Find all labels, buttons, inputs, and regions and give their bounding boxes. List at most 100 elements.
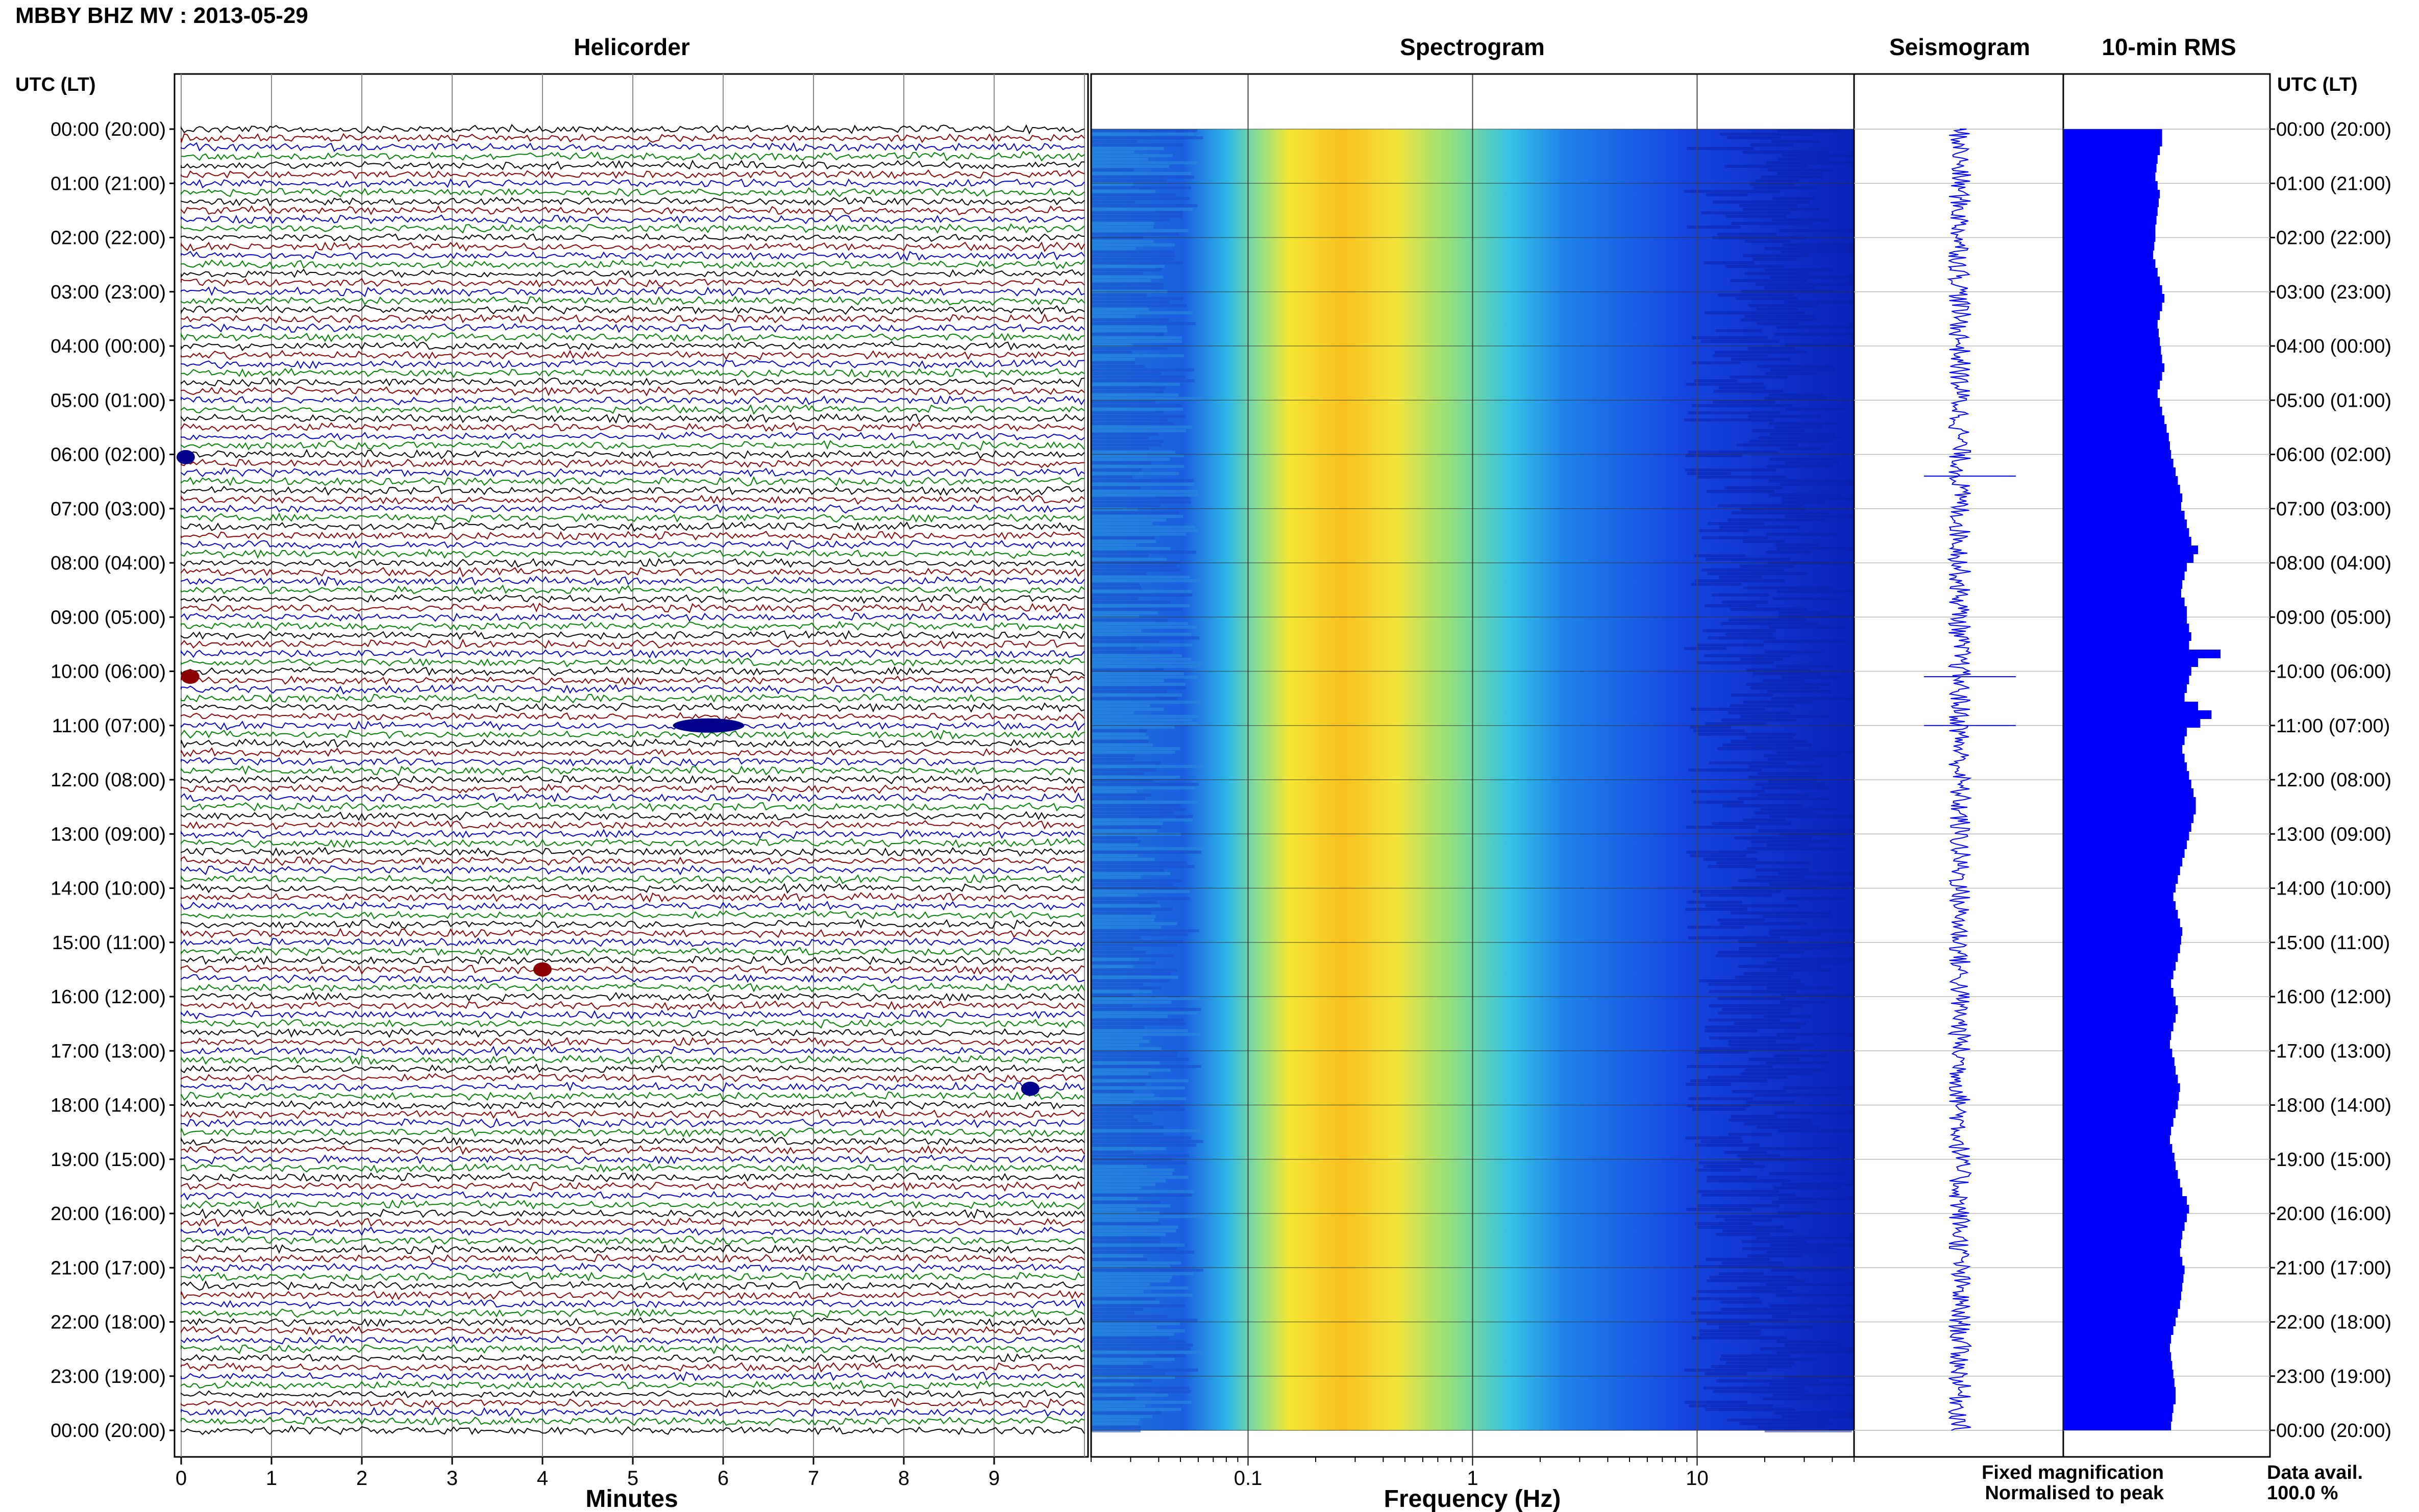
rms-bar [2063, 572, 2185, 580]
rms-bar [2063, 1187, 2183, 1196]
spectrogram-stripe [1741, 318, 1817, 321]
spectrogram-stripe [1783, 1086, 1880, 1089]
helicorder-trace [181, 223, 1085, 234]
spectrogram-stripe [1091, 1294, 1193, 1297]
rms-bar [2063, 1335, 2171, 1344]
helicorder-trace [181, 964, 1085, 975]
spectrogram-stripe [1091, 583, 1140, 586]
spectrogram-stripe [1769, 1304, 1858, 1307]
spectrogram-stripe [1703, 1386, 1805, 1390]
spectrogram-stripe [1774, 1186, 1840, 1189]
helicorder-trace [181, 304, 1085, 315]
spectrogram-stripe [1091, 658, 1192, 661]
spectrogram-stripe [1091, 1390, 1191, 1393]
minute-tick-label: 9 [989, 1467, 1000, 1490]
spectrogram-stripe [1776, 969, 1831, 972]
spectrogram-stripe [1767, 961, 1847, 964]
helicorder-trace [181, 521, 1085, 532]
spectrogram-stripe [1704, 654, 1791, 657]
spectrogram-stripe [1091, 136, 1203, 139]
helicorder-trace [181, 503, 1085, 514]
spectrogram-stripe [1091, 779, 1154, 782]
spectrogram-stripe [1766, 533, 1839, 536]
spectrogram-stripe [1091, 511, 1179, 514]
spectrogram-stripe [1091, 979, 1170, 982]
spectrogram-stripe [1091, 272, 1143, 275]
helicorder-trace [181, 720, 1085, 731]
spectrogram-stripe [1750, 686, 1820, 689]
spectrogram-stripe [1716, 1233, 1770, 1236]
spectrogram-stripe [1743, 819, 1785, 822]
seismogram-title: Seismogram [1889, 34, 2030, 60]
spectrogram-stripe [1091, 251, 1175, 254]
rms-bar [2063, 1205, 2189, 1213]
helicorder-trace [181, 738, 1085, 749]
rms-bar [2063, 233, 2156, 242]
minute-tick-label: 3 [447, 1467, 458, 1490]
helicorder-trace [181, 783, 1085, 794]
spectrogram-stripe [1091, 911, 1152, 914]
spectrogram-stripe [1777, 172, 1822, 175]
spectrogram-stripe [1091, 686, 1187, 689]
spectrogram-stripe [1725, 215, 1787, 218]
spectrogram-stripe [1091, 894, 1138, 897]
spectrogram-stripe [1091, 758, 1133, 761]
spectrogram-stripe [1091, 1336, 1169, 1340]
spectrogram-stripe [1091, 765, 1203, 768]
spectrogram-stripe [1091, 508, 1138, 511]
spectrogram-stripe [1709, 1276, 1795, 1279]
spectrogram-stripe [1091, 1322, 1180, 1325]
spectrogram-stripe [1091, 990, 1152, 993]
spectrogram-stripe [1091, 161, 1198, 164]
spectrogram-stripe [1774, 1411, 1859, 1415]
time-tick-label-right: 13:00 (09:00) [2276, 824, 2391, 845]
helicorder-trace [181, 1199, 1085, 1210]
spectrogram-stripe [1705, 1026, 1800, 1029]
spectrogram-stripe [1769, 933, 1820, 936]
rms-bar [2063, 346, 2161, 355]
helicorder-trace [181, 278, 1085, 288]
spectrogram-stripe [1705, 904, 1799, 907]
helicorder-trace [181, 1127, 1085, 1137]
spectrogram-stripe [1769, 393, 1823, 396]
helicorder-trace [181, 775, 1085, 785]
spectrogram-stripe [1091, 1411, 1162, 1415]
spectrogram-stripe [1091, 1076, 1151, 1079]
rms-bar [2063, 337, 2160, 346]
spectrogram-stripe [1772, 197, 1815, 200]
spectrogram-stripe [1091, 347, 1168, 350]
rms-bar [2063, 303, 2162, 311]
spectrogram-stripe [1684, 1369, 1767, 1372]
spectrogram-stripe [1091, 501, 1191, 504]
spectrogram-stripe [1695, 1169, 1741, 1172]
rms-bar [2063, 719, 2201, 728]
spectrogram-stripe [1770, 368, 1835, 371]
spectrogram-stripe [1091, 461, 1152, 464]
spectrogram-stripe [1775, 543, 1819, 547]
rms-bar [2063, 389, 2158, 398]
spectrogram-stripe [1091, 772, 1144, 775]
spectrogram-stripe [1091, 526, 1195, 529]
spectrogram-stripe [1704, 261, 1754, 264]
rms-bar [2063, 754, 2185, 762]
rms-bar [2063, 884, 2176, 893]
spectrogram-stripe [1715, 954, 1780, 957]
helicorder-trace [181, 729, 1085, 740]
helicorder-trace [181, 1325, 1085, 1336]
spectrogram-stripe [1703, 858, 1757, 861]
spectrogram-stripe [1784, 1376, 1875, 1379]
spectrogram-stripe [1091, 1072, 1149, 1075]
spectrogram-stripe [1091, 629, 1142, 632]
rms-bar [2063, 398, 2160, 407]
spectrogram-stripe [1091, 815, 1193, 818]
helicorder-trace [181, 1145, 1085, 1155]
helicorder-trace [181, 1379, 1085, 1390]
spectrogram-stripe [1091, 454, 1184, 457]
spectrogram-stripe [1091, 222, 1154, 225]
time-tick-label-right: 05:00 (01:00) [2276, 390, 2391, 411]
helicorder-trace [181, 1226, 1085, 1236]
spectrogram-stripe [1091, 1361, 1144, 1365]
spectrogram-stripe [1091, 1279, 1170, 1282]
spectrogram-stripe [1091, 340, 1182, 343]
spectrogram-stripe [1776, 1340, 1837, 1343]
